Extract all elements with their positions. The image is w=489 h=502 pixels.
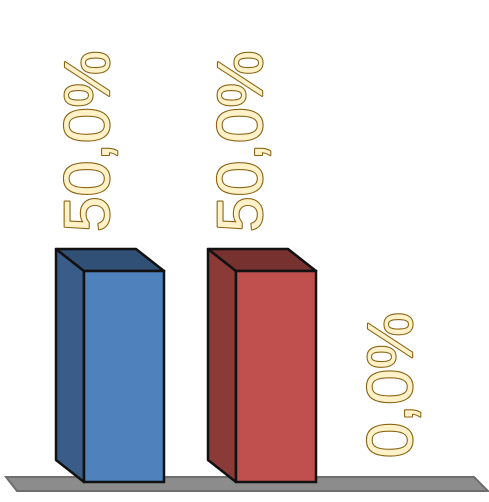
- bar-front-face: [82, 269, 166, 484]
- bar-front-face: [234, 269, 318, 484]
- bar-side-face: [206, 247, 238, 484]
- bar-1: [54, 247, 166, 484]
- bar-side-face: [54, 247, 86, 484]
- data-label-3: 0,0%: [354, 312, 426, 458]
- bar-2: [206, 247, 318, 484]
- data-label-2: 50,0%: [204, 51, 276, 232]
- data-label-1: 50,0%: [51, 51, 123, 232]
